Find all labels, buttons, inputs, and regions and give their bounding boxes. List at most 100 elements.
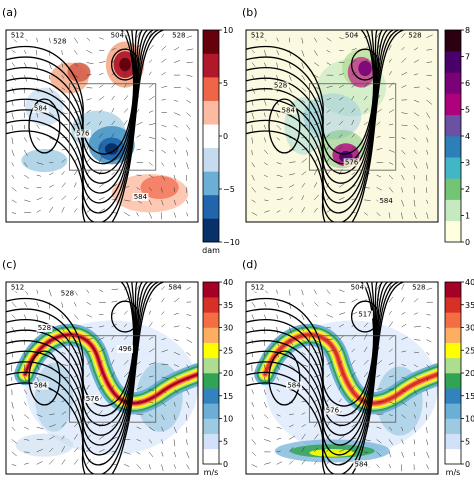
wind-vector [186,199,189,204]
wind-vector [186,339,193,343]
wind-vector [301,326,304,332]
wind-vector [148,95,155,101]
wind-vector [401,323,407,328]
contour-label-bg [74,129,91,138]
wind-vector [186,286,191,290]
height-contour-5 [6,282,149,456]
wind-vector [426,351,430,356]
wind-vector [276,75,279,82]
wind-vector [111,95,115,101]
wind-vector [301,112,308,116]
contour-label: 528 [38,324,51,332]
wind-vector [301,424,306,428]
wind-vector [426,99,433,105]
wind-vector [401,426,404,432]
wind-vector [289,208,293,213]
colorbar-segment [445,30,461,52]
colorbar: 8 7 6 5 4 3 2 1 0 [444,26,470,247]
wind-vector [23,314,27,319]
wind-vector [148,426,155,432]
wind-vector [263,112,266,117]
wind-vector [401,439,404,444]
wind-vector [426,464,429,470]
wind-vector [74,50,78,55]
wind-vector [301,50,305,57]
high-contour-closed [28,350,61,406]
wind-vector [124,451,131,455]
wind-vector [161,324,165,328]
wind-vector [148,389,155,391]
contour-label-bg [32,381,49,390]
colorbar-segment [445,72,461,94]
wind-vector [111,300,118,303]
wind-vector [148,187,153,192]
wind-vector [264,426,271,430]
wind-vector [161,451,164,457]
wind-vector [61,314,64,319]
wind-vector [413,376,421,381]
wind-vector [123,371,130,378]
wind-vector [413,298,419,303]
wind-vector [276,437,282,440]
colorbar-tick-label: 5 [465,106,470,115]
wind-vector [388,401,395,404]
colorbar-segment [445,448,461,465]
wind-vector [251,187,256,193]
wind-vector [288,314,292,319]
wind-vector [351,108,356,113]
wind-vector [161,464,164,472]
colorbar-segment [203,342,219,359]
colorbar-segment [203,373,219,389]
colorbar-segment [445,220,461,243]
wind-vector [161,33,165,38]
wind-vector [36,124,40,129]
colorbar-tick-label: 5 [223,437,228,446]
colorbar-tick-label: 25 [223,346,233,355]
wind-vector [288,289,291,296]
wind-vector [314,326,318,330]
wind-vector [186,124,191,131]
wind-vector [11,87,15,94]
colorbar-tick-label: 10 [223,415,233,424]
wind-vector [301,195,305,201]
wind-vector [426,49,433,51]
wind-vector [376,212,381,217]
wind-vector [123,323,127,328]
wind-vector [413,124,419,130]
wind-vector [388,174,394,180]
wind-vector [11,199,17,203]
wind-vector [263,137,267,143]
wind-vector [36,414,43,417]
wind-vector [338,197,345,201]
wind-vector [111,171,115,176]
wind-vector [426,149,429,155]
wind-vector [376,284,381,290]
panel-label: (c) [2,258,17,271]
low-contour-closed [350,300,380,333]
wind-vector [326,338,334,340]
wind-vector [161,439,164,445]
wind-vector [98,435,105,440]
wind-vector [301,302,304,307]
wind-vector [276,37,279,42]
wind-vector [426,376,429,381]
height-contour-7 [246,30,399,222]
wind-vector [276,376,280,381]
wind-vector [376,108,382,113]
wind-vector [111,288,119,290]
wind-vector [288,87,292,93]
wind-vector [136,212,139,217]
wind-vector [86,314,93,318]
wind-vector [426,339,432,343]
wind-vector [186,99,192,104]
colorbar-tick-label: 5 [465,437,470,446]
colorbar-segment [203,218,219,243]
wind-vector [148,149,154,152]
height-contour-3 [246,30,378,184]
wind-vector [173,376,179,381]
wind-vector [86,145,89,151]
wind-vector [148,414,153,418]
wind-vector [413,174,415,180]
wind-vector [98,96,105,101]
wind-vector [426,314,431,316]
